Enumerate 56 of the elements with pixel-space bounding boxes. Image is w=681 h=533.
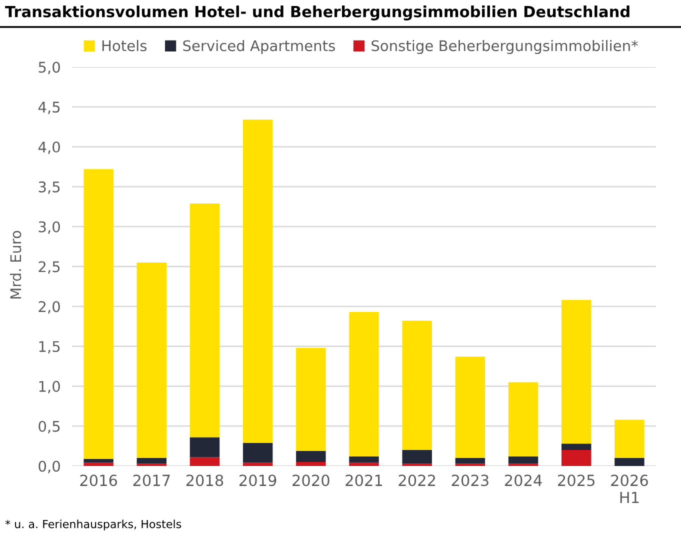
x-tick-label: 2023 — [452, 474, 488, 486]
y-tick-label: 4,5 — [38, 102, 60, 114]
bar — [242, 120, 273, 443]
x-tick-label: 2017 — [133, 474, 170, 486]
x-tick-label: 2025 — [558, 474, 594, 486]
chart-title: Transaktionsvolumen Hotel- und Beherbergungsimmobilien Deutschland — [5, 6, 630, 20]
bar — [402, 320, 432, 450]
x-tick-label: 2026 H1 — [611, 474, 648, 504]
legend-label: Sonstige Beherbergungsimmobilien* — [372, 40, 638, 54]
legend-label: Hotels — [102, 40, 147, 52]
bar — [562, 300, 592, 444]
bar — [84, 458, 114, 463]
x-tick-label: 2022 — [398, 474, 435, 486]
x-tick-label: 2016 — [80, 474, 118, 486]
x-tick-label: 2024 — [504, 474, 542, 486]
y-tick-label: 0,0 — [38, 460, 60, 474]
y-tick-label: 1,0 — [39, 380, 60, 394]
bar — [84, 462, 114, 466]
bar — [242, 462, 273, 466]
legend-label: Serviced Apartments — [183, 40, 335, 54]
x-tick-label: 2018 — [186, 474, 224, 486]
y-tick-label: 5,0 — [38, 62, 60, 74]
bar — [508, 382, 538, 456]
y-tick-label: 4,0 — [38, 142, 60, 154]
bar — [614, 458, 644, 466]
bar — [296, 450, 326, 462]
bar — [562, 444, 592, 450]
bar — [349, 312, 379, 456]
bar — [296, 462, 326, 466]
text: * u. a. Ferienhausparks, Hostels — [5, 520, 182, 530]
bar — [296, 348, 326, 451]
y-tick-label: 3,0 — [38, 221, 60, 234]
bar — [508, 456, 538, 464]
bar — [455, 458, 486, 464]
x-tick-label: 2020 — [292, 474, 330, 486]
x-tick-label: 2021 — [346, 474, 382, 486]
y-tick-label: 0,5 — [38, 420, 60, 434]
bar — [190, 437, 220, 458]
bar — [190, 203, 220, 438]
bar — [614, 420, 644, 458]
bar — [349, 456, 379, 463]
bar — [455, 356, 486, 458]
x-tick-label: 2019 — [239, 474, 276, 486]
y-tick-label: 3,5 — [38, 181, 60, 194]
bar — [84, 169, 114, 459]
y-axis-title: Mrd. Euro — [10, 230, 22, 299]
bar — [242, 442, 273, 463]
y-tick-label: 2,5 — [38, 261, 60, 274]
bar — [349, 462, 379, 466]
bar — [562, 450, 592, 466]
bar — [402, 450, 432, 464]
bar — [136, 262, 166, 458]
bar — [136, 458, 166, 464]
y-tick-label: 1,5 — [39, 341, 60, 354]
y-tick-label: 2,0 — [38, 301, 60, 314]
bar — [190, 457, 220, 466]
